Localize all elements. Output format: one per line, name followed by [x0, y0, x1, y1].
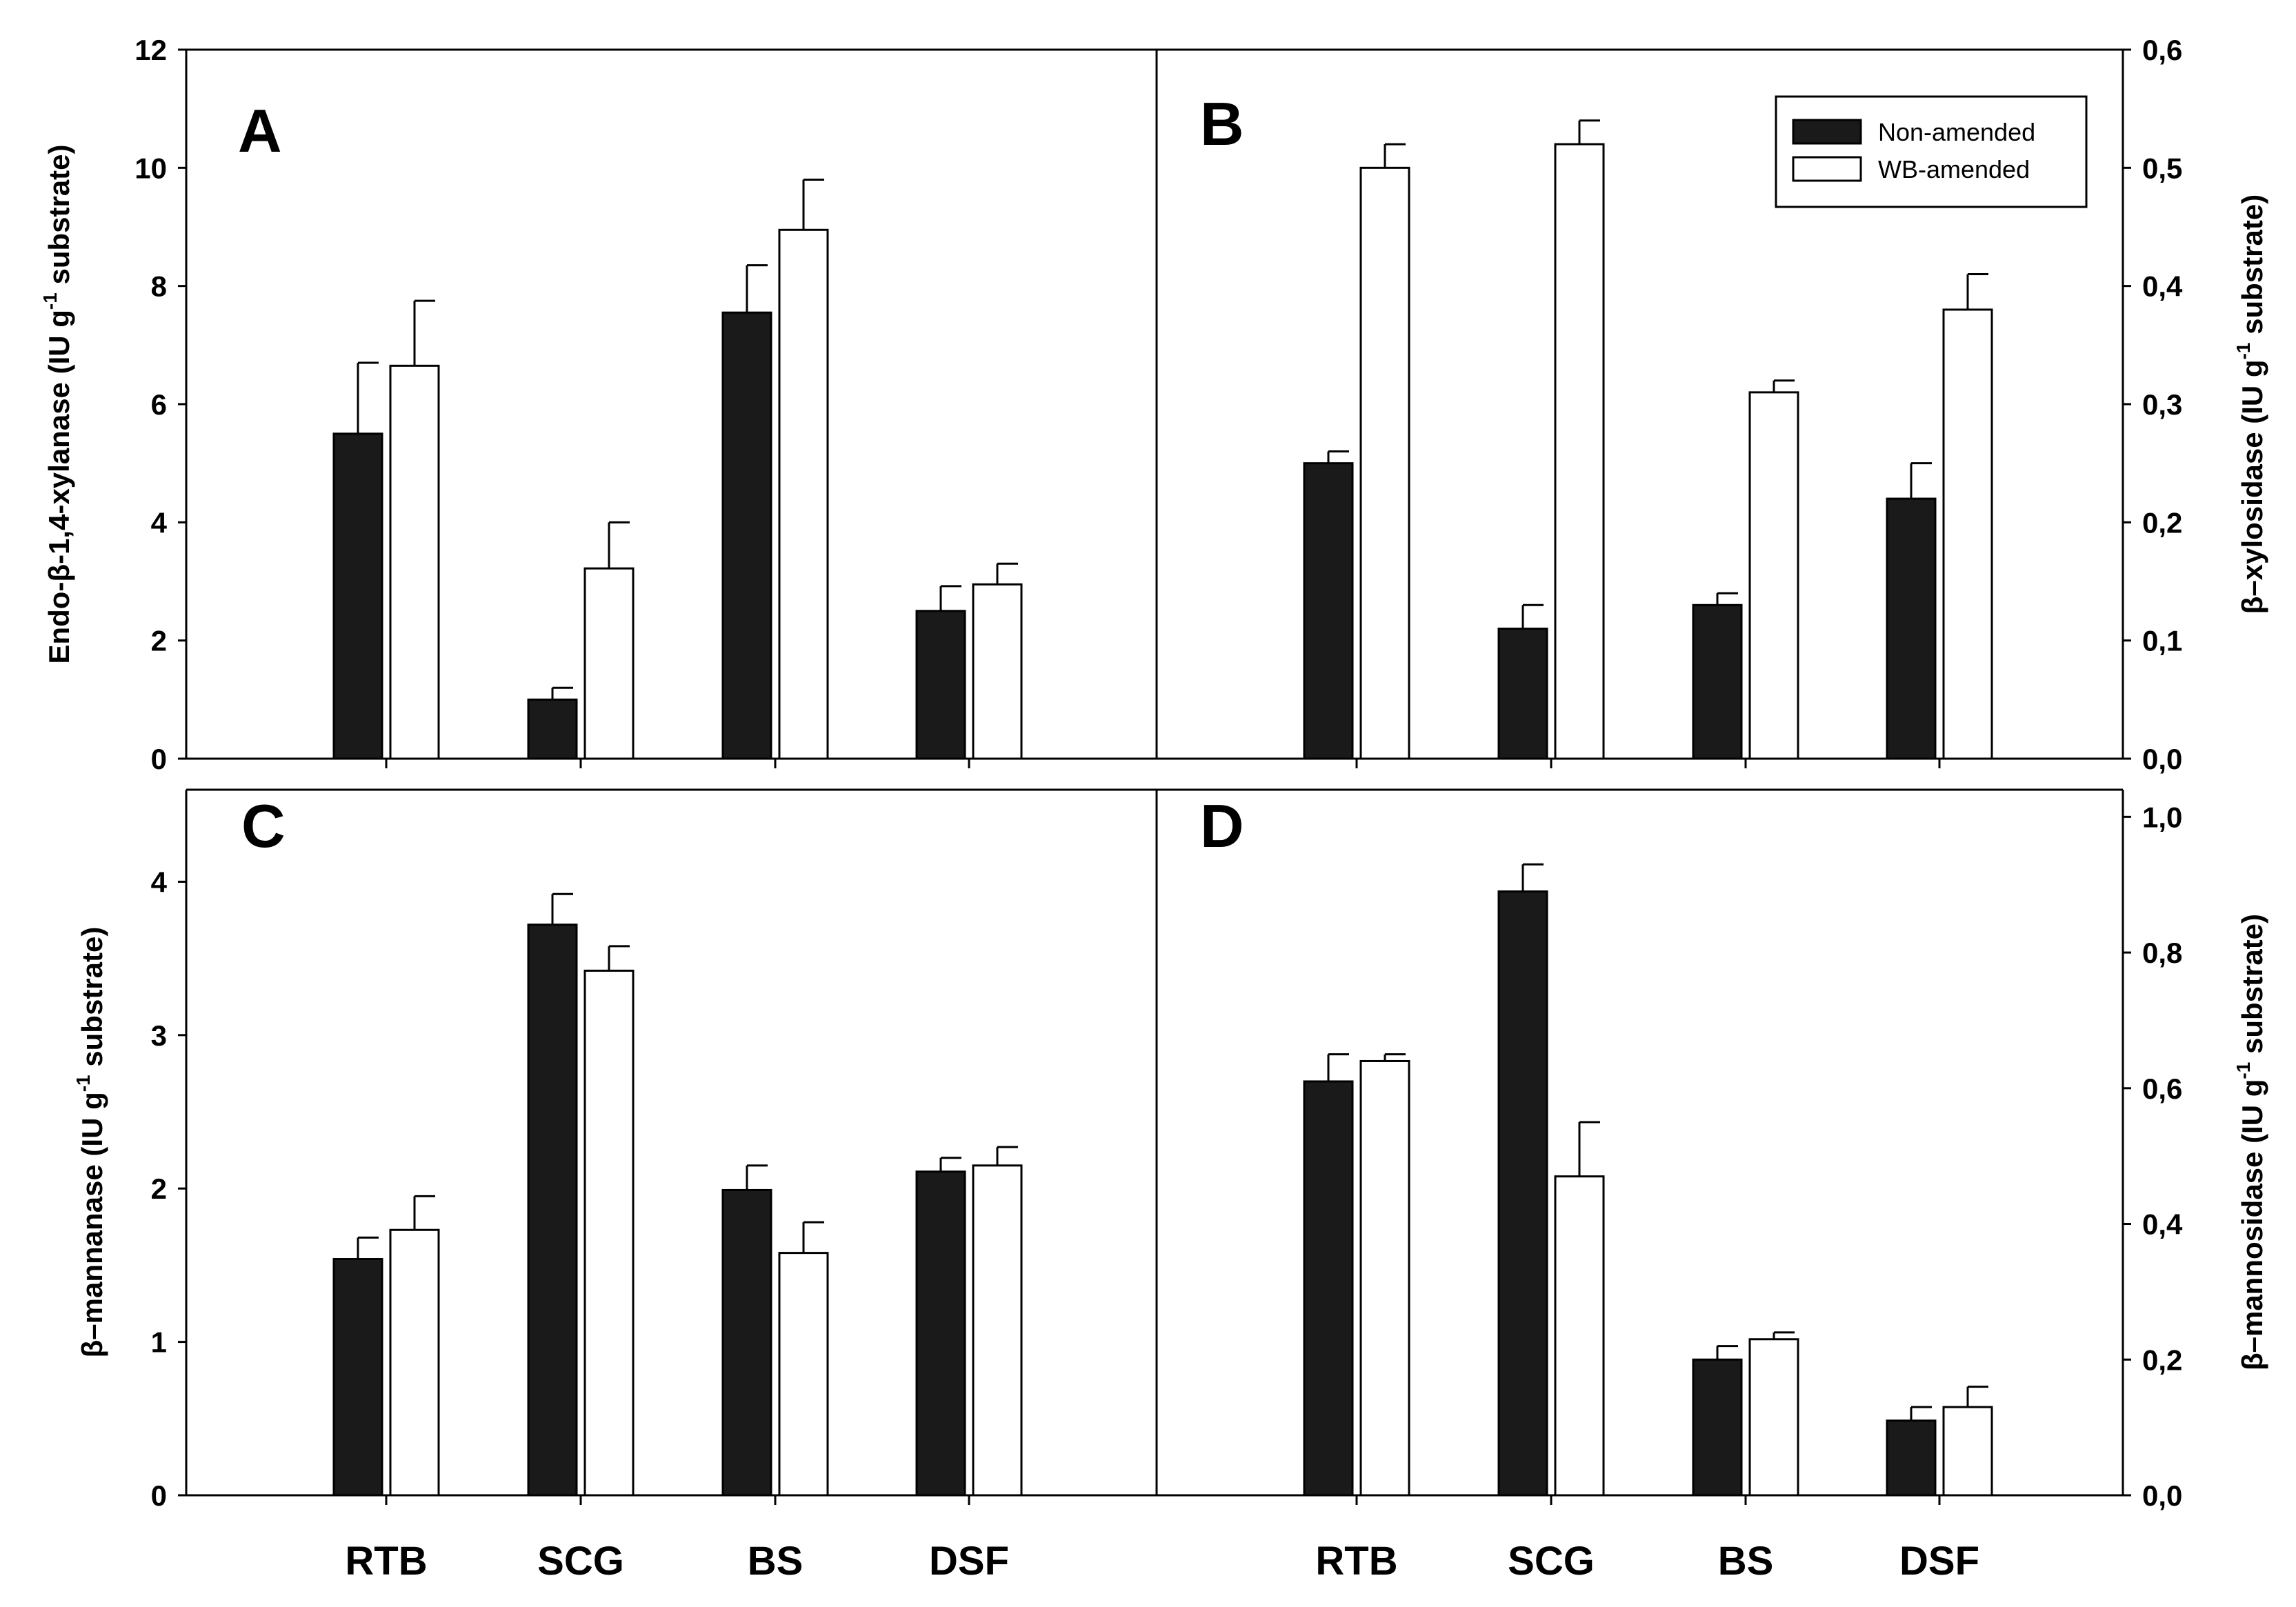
panel-a-y-tick-label: 4: [151, 506, 168, 539]
panel-c-bar-wb-amended-bs: [778, 1252, 829, 1497]
legend-box: [1775, 95, 2088, 208]
panel-d-bar-non-amended-bs: [1692, 1358, 1743, 1497]
panel-c-x-tick-label: DSF: [929, 1539, 1009, 1584]
panel-a-bar-non-amended-dsf: [915, 610, 966, 760]
panel-d-y-tick-label: 0,8: [2142, 937, 2182, 969]
panel-b-bar-wb-amended-rtb: [1359, 166, 1410, 760]
panel-b-y-tick-label: 0,4: [2142, 270, 2183, 303]
panel-c-y-axis-title: β–mannanase (IU g-1 substrate): [72, 927, 108, 1358]
panel-d-bar-non-amended-rtb: [1303, 1080, 1354, 1497]
legend-swatch-wb-amended: [1792, 156, 1862, 182]
panel-d-x-tick-label: DSF: [1899, 1539, 1979, 1584]
legend-label-wb-amended: WB-amended: [1878, 155, 2030, 183]
panel-letter-c: C: [241, 792, 286, 860]
panel-b-bar-wb-amended-scg: [1554, 143, 1605, 760]
panel-c-y-tick-label: 2: [151, 1172, 167, 1205]
panel-c-bar-non-amended-bs: [721, 1188, 772, 1497]
panel-letter-a: A: [238, 97, 282, 165]
panel-a-y-tick-label: 0: [151, 743, 167, 775]
legend-swatch-non-amended: [1792, 119, 1862, 145]
panel-a-y-tick-label: 10: [134, 152, 167, 184]
panel-letter-b: B: [1200, 90, 1244, 158]
panel-b-bar-wb-amended-bs: [1748, 391, 1799, 760]
panel-d-y-tick-label: 0,2: [2142, 1344, 2182, 1376]
panel-d-x-tick-label: BS: [1718, 1539, 1774, 1584]
panel-b-bar-non-amended-scg: [1497, 628, 1548, 760]
panel-a-bar-wb-amended-bs: [778, 228, 829, 760]
panel-b-bar-non-amended-dsf: [1886, 497, 1937, 760]
panel-c-y-tick-label: 3: [151, 1019, 167, 1052]
panel-d-bar-wb-amended-scg: [1554, 1175, 1605, 1497]
panel-d-bar-non-amended-scg: [1497, 890, 1548, 1497]
panel-b-y-tick-label: 0,2: [2142, 506, 2182, 539]
panel-d-bar-wb-amended-rtb: [1359, 1059, 1410, 1497]
panel-b-bar-non-amended-bs: [1692, 603, 1743, 760]
panel-a-bar-non-amended-scg: [527, 698, 578, 760]
panel-letter-d: D: [1200, 792, 1244, 860]
panel-c-bar-wb-amended-scg: [583, 969, 635, 1497]
panel-b-bar-wb-amended-dsf: [1942, 308, 1993, 760]
panel-d-y-tick-label: 0,0: [2142, 1479, 2182, 1512]
panel-c-bar-non-amended-scg: [527, 924, 578, 1497]
panel-d-y-tick-label: 0,4: [2142, 1208, 2183, 1241]
panel-a-bar-non-amended-rtb: [332, 432, 383, 760]
panel-c-y-tick-label: 1: [151, 1326, 167, 1359]
panel-d-bar-wb-amended-bs: [1748, 1338, 1799, 1497]
panel-d-y-axis-title: β–mannosidase (IU g-1 substrate): [2233, 914, 2268, 1370]
panel-a-bar-wb-amended-rtb: [389, 364, 440, 760]
legend-label-non-amended: Non-amended: [1878, 118, 2035, 146]
panel-c-x-tick-label: RTB: [345, 1539, 427, 1584]
panel-a-y-tick-label: 12: [134, 34, 167, 66]
panel-b-y-tick-label: 0,1: [2142, 625, 2182, 657]
panel-b-y-tick-label: 0,0: [2142, 743, 2182, 775]
panel-d-y-tick-label: 0,6: [2142, 1072, 2182, 1105]
panel-c-y-tick-label: 0: [151, 1479, 167, 1512]
panel-b-y-tick-label: 0,3: [2142, 388, 2182, 421]
panel-c-x-tick-label: BS: [748, 1539, 803, 1584]
panel-b-y-axis-title: β–xylosidase (IU g-1 substrate): [2233, 194, 2268, 614]
panel-c-x-tick-label: SCG: [537, 1539, 624, 1584]
panel-a-y-axis-title: Endo-β-1,4-xylanase (IU g-1 substrate): [39, 144, 75, 663]
panel-a-bar-wb-amended-scg: [583, 567, 635, 760]
panel-c-bar-non-amended-dsf: [915, 1170, 966, 1497]
panel-c-bar-wb-amended-dsf: [972, 1164, 1023, 1497]
panel-c-bar-non-amended-rtb: [332, 1258, 383, 1497]
panel-a-y-tick-label: 6: [151, 388, 167, 421]
panel-a-y-tick-label: 8: [151, 270, 167, 303]
panel-d: D: [1157, 788, 2124, 1497]
panel-a-bar-wb-amended-dsf: [972, 583, 1023, 760]
panel-d-x-tick-label: RTB: [1315, 1539, 1397, 1584]
panel-d-y-tick-label: 1,0: [2142, 801, 2182, 833]
panel-b-bar-non-amended-rtb: [1303, 462, 1354, 760]
panel-d-bar-wb-amended-dsf: [1942, 1406, 1993, 1497]
panel-a-y-tick-label: 2: [151, 625, 167, 657]
panel-a-bar-non-amended-bs: [721, 311, 772, 760]
panel-c-y-tick-label: 4: [151, 866, 168, 898]
panel-c-bar-wb-amended-rtb: [389, 1228, 440, 1497]
panel-b-y-tick-label: 0,5: [2142, 152, 2182, 184]
panel-d-x-tick-label: SCG: [1508, 1539, 1595, 1584]
legend: Non-amended WB-amended: [1775, 95, 2088, 208]
panel-b-y-tick-label: 0,6: [2142, 34, 2182, 66]
panel-d-bar-non-amended-dsf: [1886, 1419, 1937, 1497]
